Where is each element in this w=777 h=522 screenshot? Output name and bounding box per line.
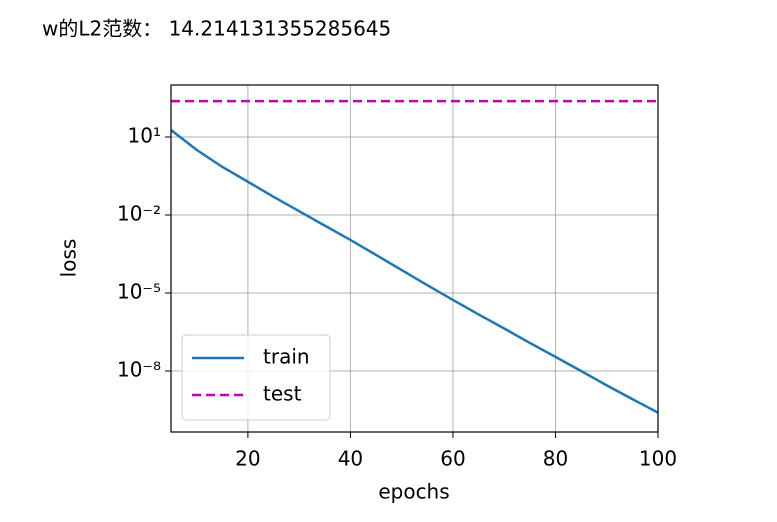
legend-label: test bbox=[263, 382, 302, 406]
y-axis-label: loss bbox=[57, 239, 81, 278]
x-tick-label: 80 bbox=[543, 447, 568, 471]
x-tick-label: 60 bbox=[440, 447, 465, 471]
legend-box bbox=[181, 334, 331, 421]
legend-label: train bbox=[263, 345, 310, 369]
x-tick-label: 40 bbox=[338, 447, 363, 471]
header-text: w的L2范数： 14.214131355285645 bbox=[42, 17, 391, 41]
x-axis-label: epochs bbox=[378, 480, 449, 504]
x-tick-label: 100 bbox=[639, 447, 677, 471]
x-tick-label: 20 bbox=[235, 447, 260, 471]
y-tick-label: 10⁻⁵ bbox=[117, 279, 161, 303]
plot-frame bbox=[170, 84, 659, 433]
y-tick-label: 10⁻² bbox=[117, 201, 161, 225]
series-line bbox=[171, 129, 658, 414]
y-tick-label: 10⁻⁸ bbox=[117, 357, 161, 381]
y-tick-label: 10¹ bbox=[128, 123, 161, 147]
